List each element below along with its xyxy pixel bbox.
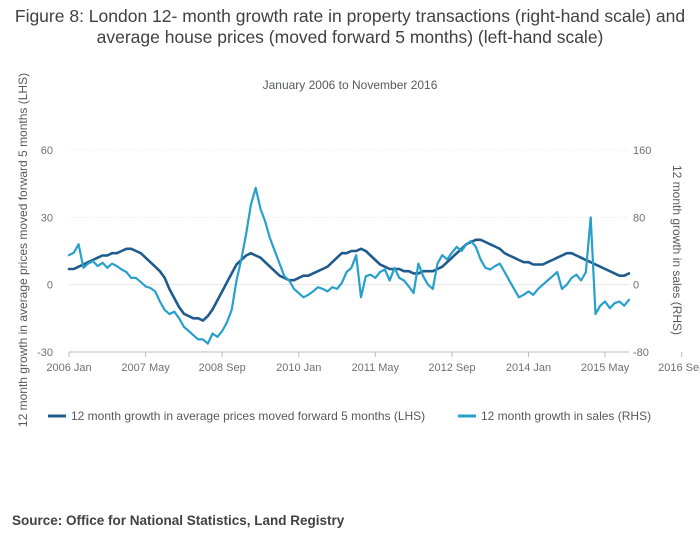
y-axis-label-left: 12 month growth in average prices moved … — [16, 73, 30, 427]
x-tick-label: 2015 May — [581, 362, 630, 374]
x-tick-label: 2011 May — [352, 362, 400, 374]
chart-title: Figure 8: London 12- month growth rate i… — [14, 6, 686, 47]
chart-subtitle: January 2006 to November 2016 — [262, 78, 438, 92]
series-line-prices-lhs — [67, 238, 631, 322]
x-tick-label: 2007 May — [121, 362, 170, 374]
x-axis: 2006 Jan 2007 May 2008 Sep 2010 Jan 2011 May… — [46, 352, 700, 374]
left-axis: 60 30 0 -30 — [37, 145, 53, 359]
series-layer — [67, 186, 631, 345]
y-tick-label-left: 60 — [41, 145, 53, 157]
y-tick-label-left: 0 — [47, 280, 53, 292]
legend-label-rhs: 12 month growth in sales (RHS) — [481, 409, 651, 423]
y-tick-label-left: 30 — [41, 212, 53, 224]
series-line-sales-rhs — [67, 186, 631, 345]
x-tick-label: 2006 Jan — [46, 362, 91, 374]
y-tick-label-left: -30 — [37, 347, 53, 359]
x-tick-label: 2010 Jan — [276, 362, 321, 374]
x-tick-label: 2012 Sep — [428, 362, 475, 374]
right-axis: 160 80 0 -80 — [633, 145, 651, 359]
y-tick-label-right: 160 — [633, 145, 651, 157]
y-tick-label-right: 80 — [633, 212, 645, 224]
x-tick-label: 2014 Jan — [506, 362, 551, 374]
x-tick-label: 2008 Sep — [199, 362, 246, 374]
gridlines — [69, 149, 629, 353]
x-tick-label: 2016 Sep — [658, 362, 700, 374]
source-note: Source: Office for National Statistics, … — [12, 513, 345, 528]
y-tick-label-right: -80 — [633, 347, 649, 359]
legend-label-lhs: 12 month growth in average prices moved … — [71, 409, 425, 423]
y-tick-label-right: 0 — [633, 280, 639, 292]
legend: 12 month growth in average prices moved … — [48, 409, 651, 423]
y-axis-label-right: 12 month growth in sales (RHS) — [670, 165, 684, 335]
